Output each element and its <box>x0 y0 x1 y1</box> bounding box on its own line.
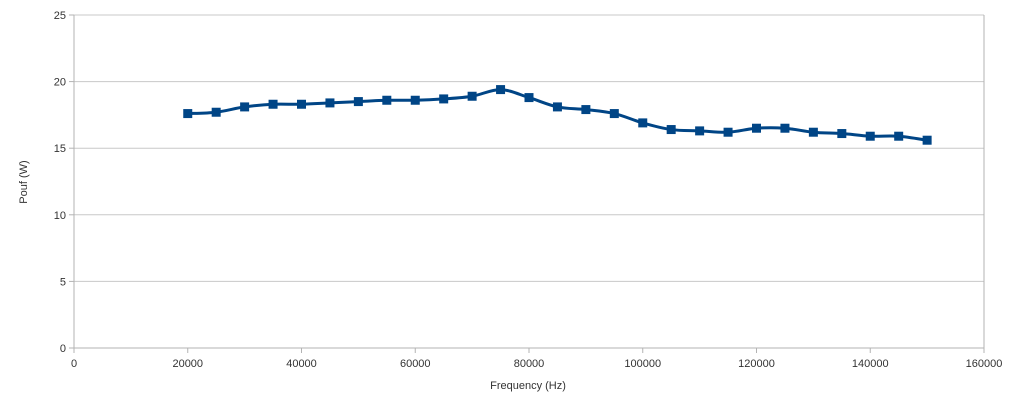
x-tick-label: 60000 <box>400 358 431 370</box>
y-tick-label: 10 <box>54 210 66 222</box>
data-point-marker <box>695 126 705 136</box>
y-tick-label: 0 <box>60 343 66 355</box>
data-point-marker <box>723 127 733 137</box>
data-point-marker <box>894 131 904 141</box>
data-point-marker <box>467 91 477 101</box>
x-tick-label: 160000 <box>966 358 1003 370</box>
data-point-marker <box>382 95 392 105</box>
y-tick-label: 20 <box>54 77 66 89</box>
data-point-marker <box>353 97 363 107</box>
x-axis-title: Frequency (Hz) <box>490 380 566 392</box>
grid-layer <box>74 14 984 349</box>
x-tick-label: 0 <box>71 358 77 370</box>
data-point-marker <box>297 99 306 109</box>
data-point-marker <box>808 127 818 137</box>
data-point-marker <box>268 99 278 109</box>
x-tick-label: 80000 <box>514 358 545 370</box>
data-point-marker <box>837 129 847 139</box>
data-point-marker <box>410 95 420 105</box>
data-point-marker <box>581 105 591 115</box>
data-point-marker <box>524 93 534 103</box>
x-tick-label: 140000 <box>852 358 889 370</box>
x-tick-label: 20000 <box>172 358 203 370</box>
axis-layer <box>69 14 985 353</box>
data-point-marker <box>666 125 676 135</box>
data-point-marker <box>439 94 449 104</box>
y-tick-label: 25 <box>54 10 66 22</box>
data-point-marker <box>609 109 619 119</box>
data-point-marker <box>752 123 761 133</box>
y-tick-label: 5 <box>60 276 66 288</box>
data-point-marker <box>638 118 648 128</box>
data-point-marker <box>211 107 221 117</box>
label-layer: 0 5 10 15 20 25 0 20000 40000 60000 80000 100000 120… <box>54 10 1003 370</box>
data-point-marker <box>496 85 506 95</box>
data-point-marker <box>865 131 875 141</box>
data-point-marker <box>325 98 335 108</box>
x-tick-label: 100000 <box>624 358 661 370</box>
data-point-marker <box>922 135 932 145</box>
data-point-marker <box>552 102 562 112</box>
x-tick-label: 40000 <box>286 358 317 370</box>
y-tick-label: 15 <box>54 143 66 155</box>
data-point-marker <box>240 102 250 112</box>
y-axis-title: Pouf (W) <box>18 160 30 203</box>
data-point-marker <box>780 123 790 133</box>
data-point-marker <box>183 109 193 119</box>
x-tick-label: 120000 <box>738 358 775 370</box>
series-layer <box>183 85 932 145</box>
